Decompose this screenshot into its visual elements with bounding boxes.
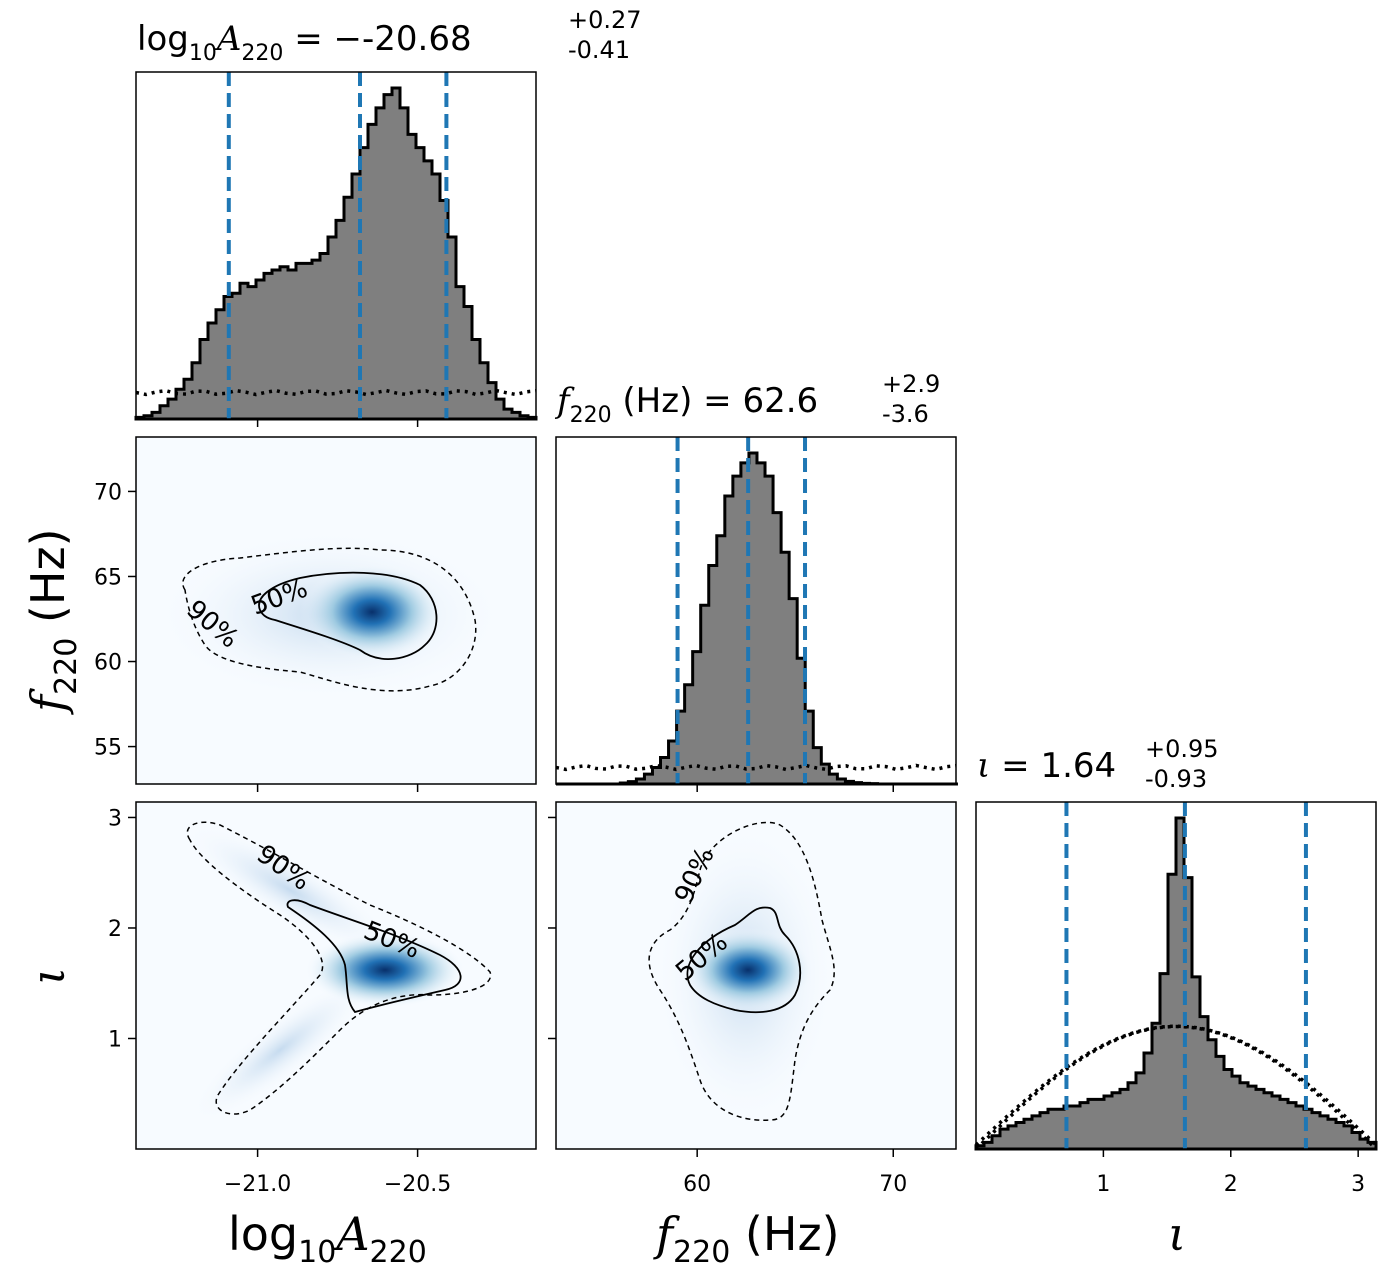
ylabel-iota: ι	[21, 967, 75, 985]
title-logA-err-minus: -0.41	[568, 36, 630, 64]
title-f: f220 (Hz) = 62.6	[554, 381, 818, 428]
contour-50-f-iota	[686, 906, 802, 1014]
tick-label-y-f: 65	[94, 565, 122, 590]
title-logA-err-plus: +0.27	[568, 6, 642, 34]
density-2d-logA-iota-core	[305, 932, 465, 1008]
axis-ticks: −21.0 −20.5 60 70 1 2 3 55 60 65 70 1 2 3	[94, 419, 1365, 1197]
tick-label-x-logA: −21.0	[224, 1172, 291, 1197]
panel-hist-iota: ι = 1.64 +0.95 -0.93	[974, 735, 1378, 1151]
title-iota-err-plus: +0.95	[1145, 735, 1219, 763]
tick-label-y-iota: 2	[108, 917, 122, 942]
ylabel-f: f220 (Hz)	[21, 528, 84, 715]
quantile-lines-f	[675, 437, 808, 784]
title-iota: ι = 1.64	[977, 746, 1116, 786]
panel-2d-f-iota: 90% 50%	[555, 801, 957, 1150]
xlabel-logA: log10A220	[228, 1207, 427, 1270]
title-f-value: 62.6	[742, 381, 818, 421]
tick-label-y-f: 70	[94, 480, 122, 505]
title-logA: log10A220 = −-20.68	[137, 19, 472, 66]
panel-2d-logA-f: 50% 90%	[135, 436, 537, 785]
tick-label-x-iota: 2	[1224, 1172, 1238, 1197]
contour-50-logA-f	[258, 571, 438, 660]
quantile-lines-iota	[1064, 802, 1308, 1149]
tick-label-x-iota: 3	[1351, 1172, 1365, 1197]
tick-label-x-iota: 1	[1096, 1172, 1110, 1197]
prior-iota-line	[974, 1024, 1378, 1151]
contour-50-logA-iota	[286, 899, 462, 1014]
panel-hist-f: f220 (Hz) = 62.6 +2.9 -3.6	[554, 370, 958, 786]
tick-label-x-f: 60	[683, 1172, 711, 1197]
density-2d-logA-iota-arm	[185, 824, 395, 956]
tick-label-y-iota: 3	[108, 806, 122, 831]
panel-hist-logA: log10A220 = −-20.68 +0.27 -0.41	[134, 6, 642, 421]
panel-2d-logA-iota: 90% 50%	[135, 801, 537, 1150]
title-f-err-plus: +2.9	[882, 370, 940, 398]
quantile-lines-logA	[226, 72, 449, 419]
tick-label-y-f: 55	[94, 736, 122, 761]
title-iota-value: 1.64	[1040, 746, 1116, 786]
density-2d-logA-f-core	[300, 564, 444, 660]
tick-label-x-logA: −20.5	[384, 1172, 451, 1197]
density-2d-logA-iota-arm-2	[191, 978, 369, 1122]
title-f-err-minus: -3.6	[882, 400, 929, 428]
density-2d-f-iota-core	[683, 928, 813, 1012]
prior-iota-line-2	[974, 1024, 1378, 1147]
hist-logA-bars	[134, 86, 538, 421]
contour-90-logA-f	[182, 547, 477, 692]
title-iota-err-minus: -0.93	[1145, 765, 1207, 793]
tick-label-y-f: 60	[94, 651, 122, 676]
tick-label-x-f: 70	[879, 1172, 907, 1197]
contour-90-logA-iota	[186, 821, 492, 1115]
xlabel-f: f220 (Hz)	[653, 1207, 840, 1270]
title-logA-value: -20.68	[362, 19, 472, 59]
xlabel-iota: ι	[1168, 1207, 1186, 1261]
tick-label-y-iota: 1	[108, 1027, 122, 1052]
